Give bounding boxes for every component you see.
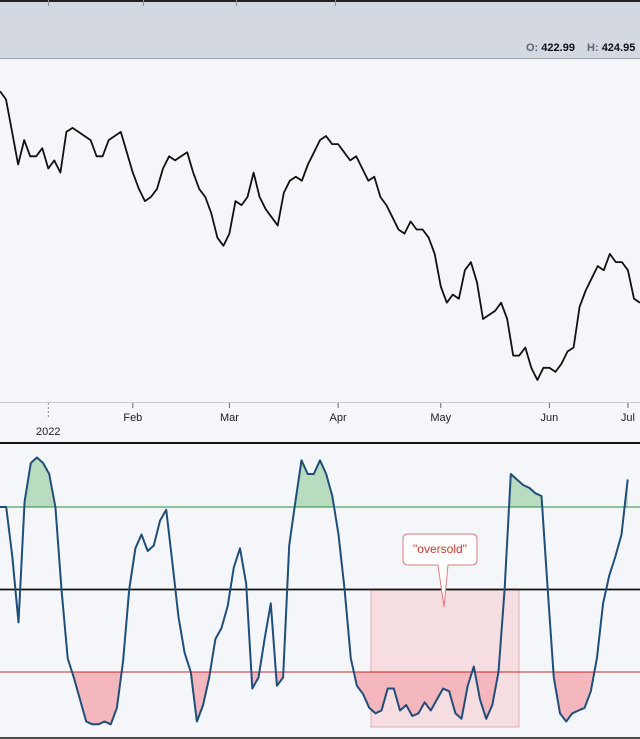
open-value: 422.99 xyxy=(541,42,575,54)
overbought-fill xyxy=(0,457,628,507)
header-grid-tick xyxy=(236,0,237,6)
x-tick-label: Feb xyxy=(123,412,142,424)
oscillator-series-line xyxy=(0,456,629,726)
callout-label: "oversold" xyxy=(413,542,467,556)
high-value: 424.95 xyxy=(601,42,636,54)
header-grid-tick xyxy=(143,0,144,6)
x-tick-label: Jun xyxy=(541,412,559,424)
chart-top-border xyxy=(0,0,640,2)
header-grid-tick xyxy=(48,0,49,6)
price-series-line xyxy=(0,90,640,381)
price-panel-bg xyxy=(0,60,640,403)
date-axis-band xyxy=(0,403,640,443)
oversold-highlight-box xyxy=(370,588,520,728)
x-tick-label: Mar xyxy=(220,412,239,424)
oversold-callout: "oversold" xyxy=(402,533,478,608)
callout-bubble xyxy=(402,533,478,608)
year-label: 2022 xyxy=(36,426,60,438)
ohlc-readout: O: 422.99 H: 424.95 xyxy=(526,42,640,54)
x-tick-label: Jul xyxy=(621,412,635,424)
chart-header-band: O: 422.99 H: 424.95 xyxy=(0,0,640,59)
open-key: O: xyxy=(526,42,539,54)
x-tick-label: May xyxy=(430,412,451,424)
header-grid-tick xyxy=(335,0,336,6)
x-tick-label: Apr xyxy=(330,412,347,424)
high-key: H: xyxy=(587,42,599,54)
